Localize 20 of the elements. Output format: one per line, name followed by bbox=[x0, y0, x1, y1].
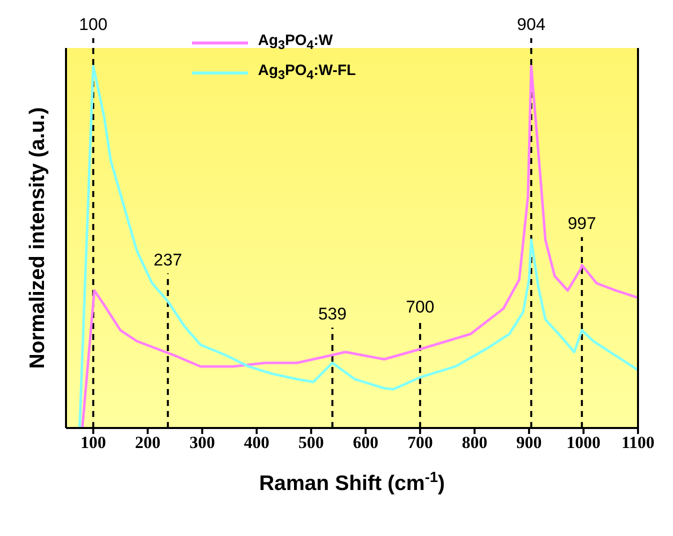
legend-label: Ag$_{3}$PO$_{4}$:W-FL bbox=[258, 61, 356, 84]
ref-line-label: 904 bbox=[517, 15, 546, 34]
x-axis-title: Raman Shift (cm$^{-1}$) bbox=[259, 470, 445, 495]
x-tick-label: 700 bbox=[407, 433, 433, 452]
x-tick-label: 600 bbox=[352, 433, 378, 452]
ref-line-label: 539 bbox=[318, 304, 347, 324]
x-tick-label: 300 bbox=[189, 433, 215, 452]
x-tick-label: 500 bbox=[298, 433, 324, 452]
x-tick-label: 1100 bbox=[621, 433, 655, 452]
ref-line-label: 997 bbox=[568, 214, 596, 234]
x-tick-label: 800 bbox=[462, 433, 488, 452]
x-tick-label: 100 bbox=[80, 433, 106, 452]
x-tick-label: 200 bbox=[134, 433, 160, 452]
ref-line-label: 700 bbox=[406, 297, 434, 316]
x-tick-label: 900 bbox=[516, 433, 542, 452]
x-tick-label: 400 bbox=[244, 433, 270, 452]
ref-line-label: 100 bbox=[79, 15, 108, 34]
ref-line-label: 237 bbox=[154, 250, 182, 270]
x-tick-label: 1000 bbox=[566, 433, 601, 452]
y-axis-title: Normalized intensity (a.u.) bbox=[26, 107, 49, 369]
